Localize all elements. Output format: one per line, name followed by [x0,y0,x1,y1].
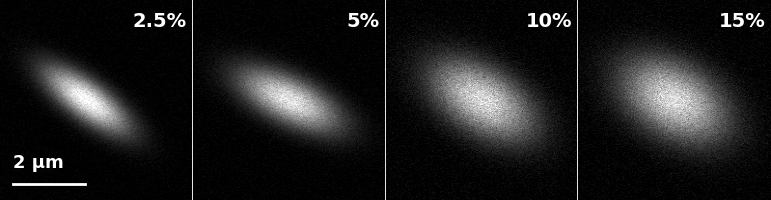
Text: 10%: 10% [526,12,572,31]
Text: 2 μm: 2 μm [14,154,64,172]
Text: 15%: 15% [719,12,765,31]
Text: 5%: 5% [347,12,379,31]
Text: 2.5%: 2.5% [133,12,187,31]
